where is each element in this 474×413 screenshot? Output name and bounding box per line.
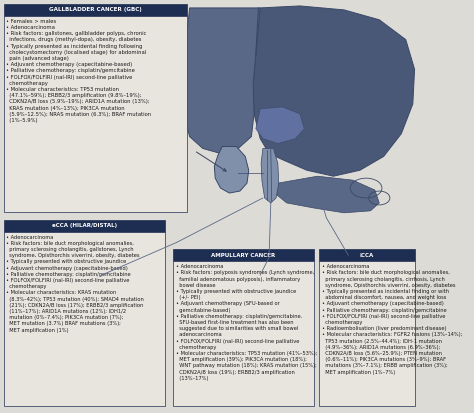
Polygon shape [261, 149, 279, 203]
Text: • Adenocarcinoma
• Risk factors: bile duct morphological anomalies,
  primary sc: • Adenocarcinoma • Risk factors: bile du… [6, 235, 144, 332]
Text: • Adenocarcinoma
• Risk factors: polyposis syndromes (Lynch syndrome,
  familial: • Adenocarcinoma • Risk factors: polypos… [175, 264, 317, 381]
Polygon shape [253, 6, 415, 176]
FancyBboxPatch shape [3, 4, 187, 16]
FancyBboxPatch shape [319, 249, 415, 261]
Text: AMPULLARY CANCER: AMPULLARY CANCER [211, 253, 275, 258]
Polygon shape [277, 176, 379, 213]
Polygon shape [256, 107, 304, 144]
FancyBboxPatch shape [3, 232, 165, 406]
Polygon shape [214, 147, 249, 193]
Text: eCCA (HILAR/DISTAL): eCCA (HILAR/DISTAL) [52, 223, 117, 228]
FancyBboxPatch shape [319, 261, 415, 406]
Text: • Adenocarcinoma
• Risk factors: bile duct morphological anomalies,
  primary sc: • Adenocarcinoma • Risk factors: bile du… [322, 264, 462, 375]
Text: iCCA: iCCA [360, 253, 374, 258]
FancyBboxPatch shape [3, 220, 165, 232]
Text: • Females > males
• Adenocarcinoma
• Risk factors: gallstones, gallbladder polyp: • Females > males • Adenocarcinoma • Ris… [6, 19, 151, 123]
Text: GALLBLADDER CANCER (GBC): GALLBLADDER CANCER (GBC) [49, 7, 142, 12]
Polygon shape [183, 8, 260, 154]
FancyBboxPatch shape [173, 261, 314, 406]
FancyBboxPatch shape [173, 249, 314, 261]
FancyBboxPatch shape [3, 16, 187, 212]
